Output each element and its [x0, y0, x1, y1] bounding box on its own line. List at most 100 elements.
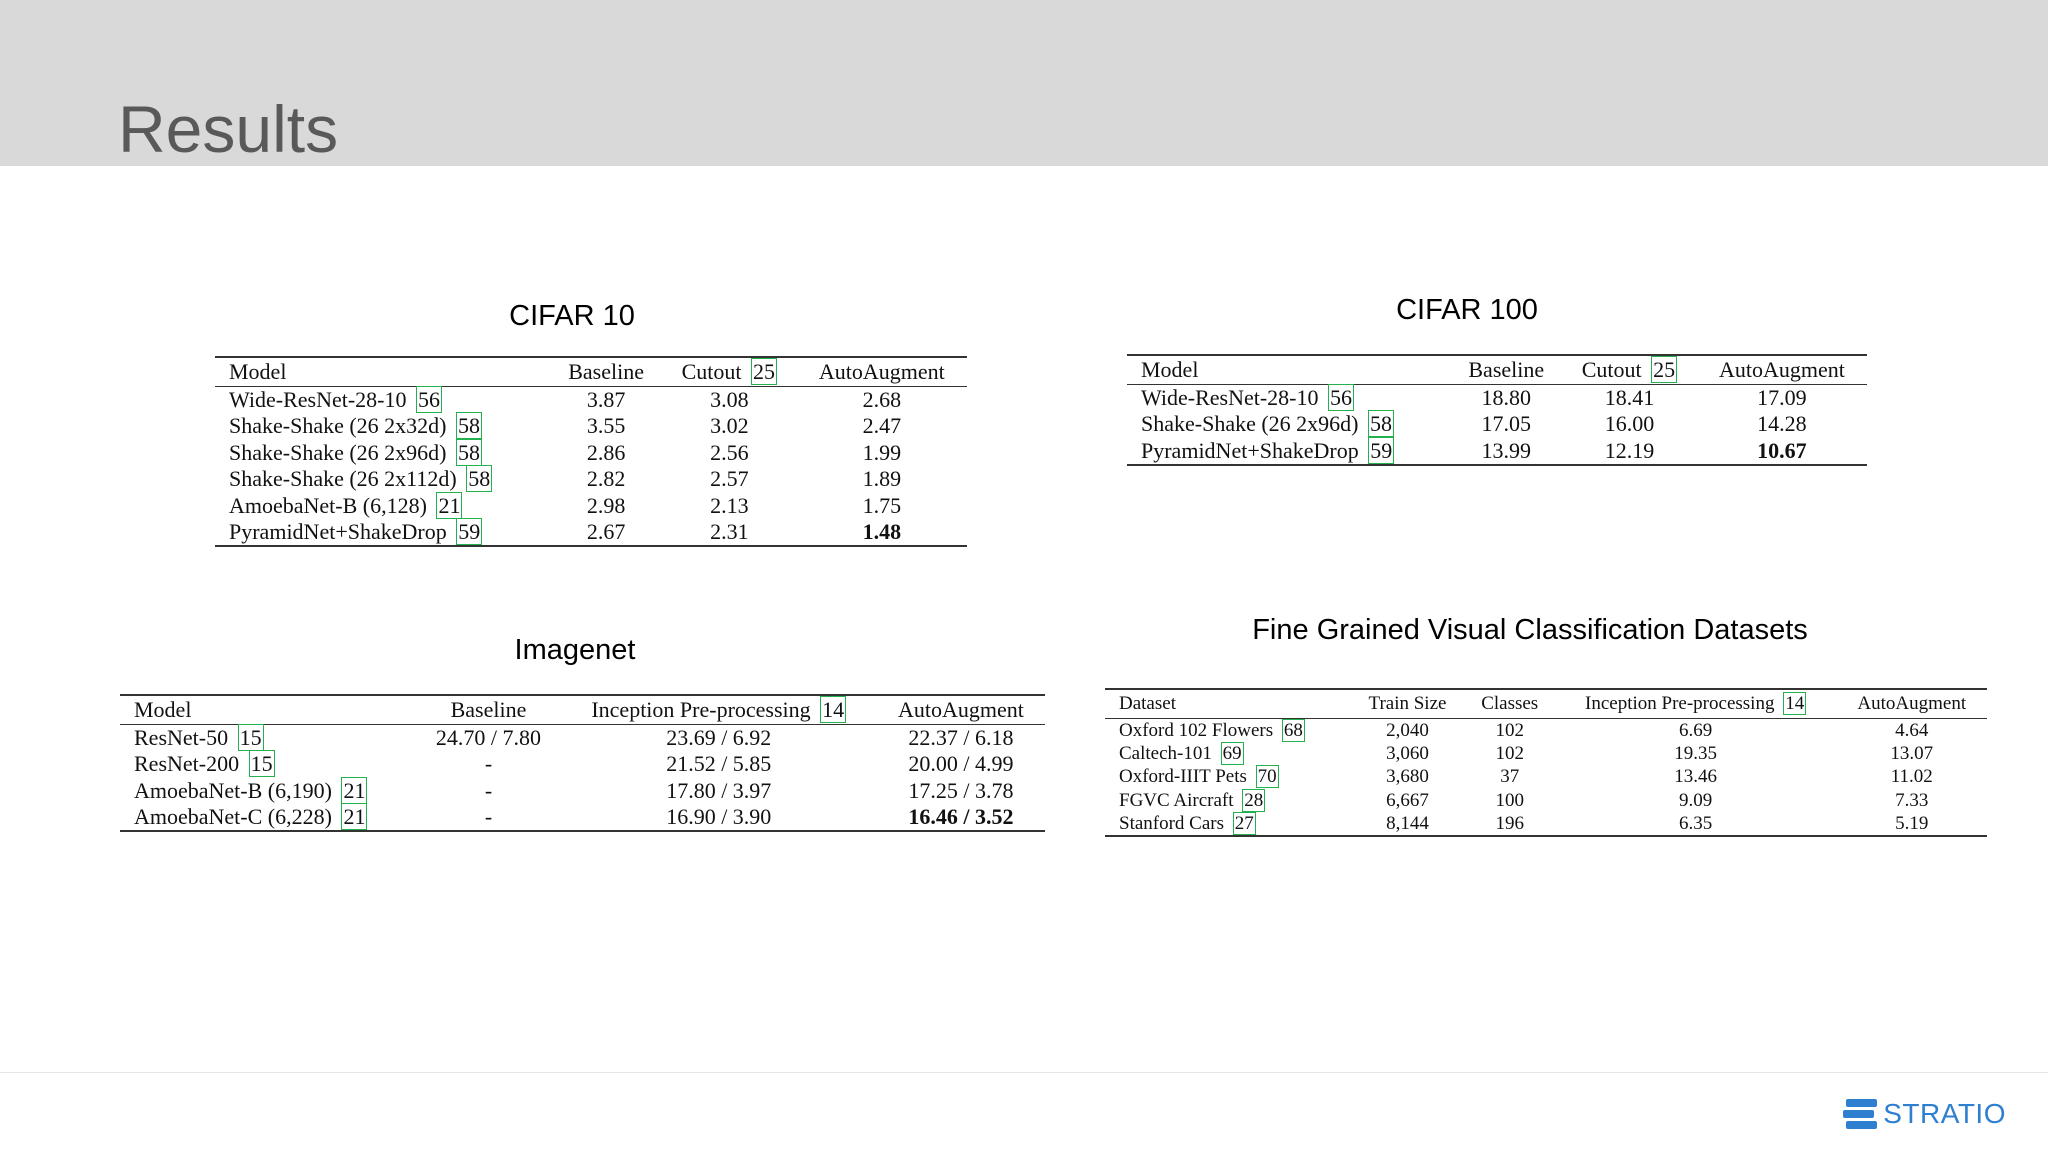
table-row: Wide-ResNet-28-10 56 3.87 3.08 2.68 — [215, 386, 967, 413]
row-label-cell: AmoebaNet-B (6,128) 21 — [215, 491, 550, 520]
value-cell: 6,667 — [1350, 789, 1464, 813]
value-cell: 1.48 — [797, 519, 967, 546]
cell-text: 14.28 — [1757, 411, 1807, 437]
cell-text: Oxford-IIIT Pets — [1119, 766, 1247, 788]
cell-text: 100 — [1495, 789, 1524, 811]
row-label-cell: ResNet-200 15 — [120, 750, 416, 778]
citation-ref[interactable]: 56 — [416, 386, 443, 413]
column-header-label: Inception Pre-processing — [1585, 693, 1775, 714]
cell-text: - — [484, 777, 493, 803]
column-header: Classes — [1464, 689, 1555, 719]
cell-text: 1.99 — [862, 439, 902, 465]
table-row: FGVC Aircraft 28 6,667 100 9.09 7.33 — [1105, 788, 1987, 813]
column-header-label: Inception Pre-processing — [591, 697, 811, 722]
row-label-cell: Oxford 102 Flowers 68 — [1105, 718, 1350, 743]
row-label-cell: Oxford-IIIT Pets 70 — [1105, 765, 1350, 790]
citation-ref[interactable]: 68 — [1281, 718, 1305, 742]
column-header: AutoAugment — [1696, 355, 1867, 385]
value-cell: 17.05 — [1450, 411, 1562, 438]
column-header-label: Baseline — [1468, 357, 1545, 382]
value-cell: 22.37 / 6.18 — [877, 725, 1045, 752]
cell-text: 21.52 / 5.85 — [666, 751, 772, 777]
column-header: Model — [215, 357, 551, 387]
cell-text: ResNet-50 — [134, 725, 229, 750]
citation-ref[interactable]: 25 — [1651, 356, 1678, 383]
row-label-cell: Shake-Shake (26 2x32d) 58 — [215, 412, 550, 440]
column-header: Baseline — [416, 695, 561, 725]
citation-ref[interactable]: 58 — [1368, 410, 1395, 438]
citation-ref[interactable]: 58 — [456, 412, 483, 440]
citation-ref[interactable]: 15 — [237, 724, 264, 751]
citation-ref[interactable]: 59 — [1368, 436, 1395, 464]
column-header-label: Cutout — [1581, 357, 1642, 382]
table-row: AmoebaNet-B (6,190) 21 - 17.80 / 3.97 17.25… — [120, 776, 1045, 805]
column-header: Cutout 25 — [1562, 355, 1697, 385]
value-cell: 3.02 — [662, 413, 797, 440]
row-label-cell: AmoebaNet-C (6,228) 21 — [120, 803, 416, 831]
citation-ref[interactable]: 15 — [248, 750, 275, 778]
cell-text: 9.09 — [1679, 789, 1713, 811]
citation-ref[interactable]: 69 — [1220, 741, 1244, 765]
cell-text: Wide-ResNet-28-10 — [1141, 385, 1319, 410]
table-row: AmoebaNet-C (6,228) 21 - 16.90 / 3.90 16.46… — [120, 803, 1045, 831]
cell-text: Wide-ResNet-28-10 — [229, 387, 407, 412]
citation-ref[interactable]: 14 — [820, 696, 847, 723]
citation-ref[interactable]: 59 — [456, 518, 483, 545]
cell-text: 2.13 — [710, 492, 749, 518]
table-cifar100: Model Baseline Cutout 25 AutoAugment Wide-R… — [1127, 354, 1867, 466]
value-cell: 24.70 / 7.80 — [416, 725, 560, 752]
cell-text: ResNet-200 — [134, 751, 240, 777]
column-header-label: Train Size — [1368, 693, 1447, 714]
column-header: Inception Pre-processing 14 — [1554, 689, 1837, 719]
cell-text: 3.02 — [710, 413, 749, 439]
cell-text: 23.69 / 6.92 — [666, 725, 772, 750]
citation-ref[interactable]: 27 — [1232, 811, 1256, 835]
cell-text: - — [484, 751, 493, 777]
cell-text: AmoebaNet-B (6,128) — [229, 492, 427, 518]
citation-ref[interactable]: 56 — [1328, 384, 1355, 411]
citation-ref[interactable]: 25 — [751, 358, 778, 385]
row-label-cell: Wide-ResNet-28-10 56 — [1127, 384, 1450, 411]
citation-ref[interactable]: 28 — [1242, 788, 1266, 812]
cell-text: Oxford 102 Flowers — [1119, 719, 1274, 741]
cell-text: 10.67 — [1757, 437, 1807, 463]
cell-text: 3.87 — [586, 387, 626, 412]
value-cell: 2.56 — [662, 440, 797, 467]
citation-ref[interactable]: 14 — [1783, 692, 1807, 715]
column-header-label: Baseline — [568, 359, 644, 384]
value-cell: 14.28 — [1697, 411, 1867, 438]
citation-ref[interactable]: 21 — [341, 803, 368, 830]
cell-text: 37 — [1500, 766, 1520, 788]
value-cell: 37 — [1465, 766, 1555, 790]
cell-text: FGVC Aircraft — [1119, 789, 1234, 811]
column-header-label: AutoAugment — [1718, 357, 1845, 382]
table-row: Oxford-IIIT Pets 70 3,680 37 13.46 11.02 — [1105, 765, 1987, 790]
value-cell: 2.31 — [662, 519, 797, 546]
row-label-cell: Caltech-101 69 — [1105, 741, 1350, 766]
cell-text: PyramidNet+ShakeDrop — [229, 519, 447, 544]
value-cell: 6.69 — [1555, 719, 1837, 743]
column-header: AutoAugment — [1836, 689, 1987, 719]
citation-ref[interactable]: 21 — [436, 491, 463, 519]
value-cell: 1.89 — [797, 466, 967, 493]
row-label-cell: PyramidNet+ShakeDrop 59 — [1127, 436, 1450, 465]
cell-text: 2.56 — [710, 439, 749, 465]
cell-text: 6.69 — [1679, 719, 1713, 741]
value-cell: 3,060 — [1350, 742, 1464, 766]
value-cell: 2.47 — [797, 413, 967, 440]
cell-text: 7.33 — [1895, 789, 1929, 811]
citation-ref[interactable]: 58 — [456, 438, 483, 466]
column-header-label: AutoAugment — [1857, 693, 1967, 714]
value-cell: 6.35 — [1555, 813, 1837, 837]
citation-ref[interactable]: 70 — [1255, 765, 1279, 789]
table-row: AmoebaNet-B (6,128) 21 2.98 2.13 1.75 — [215, 491, 967, 520]
column-header-label: Baseline — [450, 697, 527, 722]
citation-ref[interactable]: 21 — [341, 776, 368, 804]
value-cell: 11.02 — [1837, 766, 1987, 790]
row-label-cell: Stanford Cars 27 — [1105, 811, 1350, 837]
table-row: Shake-Shake (26 2x96d) 58 17.05 16.00 14.28 — [1127, 410, 1867, 438]
cell-text: 2,040 — [1386, 719, 1429, 741]
cell-text: 17.09 — [1757, 385, 1807, 410]
citation-ref[interactable]: 58 — [466, 465, 493, 493]
value-cell: 2.57 — [662, 466, 797, 493]
